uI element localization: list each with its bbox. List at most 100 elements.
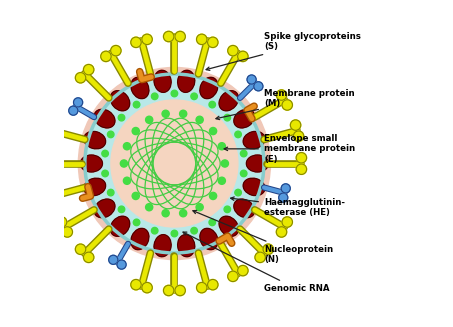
Circle shape <box>238 266 248 276</box>
Ellipse shape <box>243 178 265 196</box>
Circle shape <box>109 255 118 264</box>
Circle shape <box>209 219 216 226</box>
Circle shape <box>48 120 58 130</box>
Circle shape <box>281 184 290 193</box>
Ellipse shape <box>178 70 195 92</box>
Circle shape <box>118 206 125 213</box>
Circle shape <box>238 51 248 61</box>
Circle shape <box>45 131 55 141</box>
Text: Haemagglutinin-
esterase (HE): Haemagglutinin- esterase (HE) <box>231 197 345 217</box>
Circle shape <box>209 128 217 135</box>
Circle shape <box>102 150 108 157</box>
Ellipse shape <box>200 228 218 250</box>
Ellipse shape <box>219 91 238 111</box>
Circle shape <box>123 177 130 184</box>
Circle shape <box>191 93 198 100</box>
Circle shape <box>175 285 185 296</box>
Circle shape <box>131 280 141 290</box>
Circle shape <box>221 160 228 167</box>
Circle shape <box>224 206 231 213</box>
Circle shape <box>73 98 82 107</box>
Circle shape <box>175 31 185 42</box>
Circle shape <box>56 217 67 227</box>
Circle shape <box>111 100 238 227</box>
Circle shape <box>132 128 140 135</box>
Circle shape <box>145 204 153 211</box>
Circle shape <box>164 285 174 296</box>
Circle shape <box>123 143 130 150</box>
Circle shape <box>294 131 304 141</box>
Circle shape <box>209 101 216 108</box>
Text: Membrane protein
(M): Membrane protein (M) <box>216 89 355 120</box>
Circle shape <box>207 280 218 290</box>
Ellipse shape <box>178 235 195 257</box>
Circle shape <box>83 252 94 263</box>
Ellipse shape <box>243 131 265 149</box>
Text: Envelope small
membrane protein
(E): Envelope small membrane protein (E) <box>224 134 355 164</box>
Circle shape <box>48 197 58 207</box>
Ellipse shape <box>84 131 106 149</box>
Ellipse shape <box>200 77 218 99</box>
Circle shape <box>69 106 78 115</box>
Circle shape <box>296 164 307 174</box>
Circle shape <box>197 34 207 44</box>
Circle shape <box>162 210 169 217</box>
Circle shape <box>151 93 158 100</box>
Circle shape <box>162 110 169 117</box>
Circle shape <box>197 283 207 293</box>
Circle shape <box>255 252 265 263</box>
Circle shape <box>133 219 140 226</box>
Circle shape <box>131 37 141 47</box>
Circle shape <box>75 244 86 254</box>
Ellipse shape <box>154 70 171 92</box>
Circle shape <box>132 192 140 199</box>
Circle shape <box>42 164 53 174</box>
Circle shape <box>111 45 121 56</box>
Circle shape <box>235 131 241 138</box>
Circle shape <box>224 114 231 121</box>
Circle shape <box>75 73 86 83</box>
Circle shape <box>282 217 293 227</box>
Circle shape <box>254 82 263 91</box>
Circle shape <box>164 31 174 42</box>
Circle shape <box>276 90 287 100</box>
Circle shape <box>83 64 94 75</box>
Circle shape <box>85 74 264 253</box>
Circle shape <box>235 189 241 196</box>
Circle shape <box>117 260 126 269</box>
Circle shape <box>78 67 270 260</box>
Circle shape <box>276 227 287 237</box>
Circle shape <box>142 283 152 293</box>
Circle shape <box>228 271 238 282</box>
Circle shape <box>179 110 187 117</box>
Circle shape <box>241 150 247 157</box>
Circle shape <box>279 193 288 202</box>
Circle shape <box>102 170 108 177</box>
Circle shape <box>247 75 256 84</box>
Circle shape <box>207 37 218 47</box>
Ellipse shape <box>246 155 269 172</box>
Circle shape <box>107 131 114 138</box>
Ellipse shape <box>219 216 238 236</box>
Circle shape <box>42 153 53 163</box>
Circle shape <box>296 153 307 163</box>
Circle shape <box>101 51 111 61</box>
Circle shape <box>118 114 125 121</box>
Circle shape <box>142 34 152 44</box>
Ellipse shape <box>111 91 130 111</box>
Circle shape <box>107 189 114 196</box>
Ellipse shape <box>84 178 106 196</box>
Ellipse shape <box>111 216 130 236</box>
Ellipse shape <box>131 228 149 250</box>
Circle shape <box>228 45 238 56</box>
Text: Spike glycoproteins
(S): Spike glycoproteins (S) <box>206 32 361 70</box>
Circle shape <box>171 90 178 97</box>
Text: Genomic RNA: Genomic RNA <box>183 232 329 293</box>
Circle shape <box>209 192 217 199</box>
Circle shape <box>196 204 203 211</box>
Ellipse shape <box>234 199 255 218</box>
Circle shape <box>151 227 158 234</box>
Circle shape <box>62 227 72 237</box>
Circle shape <box>196 116 203 123</box>
Circle shape <box>218 143 226 150</box>
